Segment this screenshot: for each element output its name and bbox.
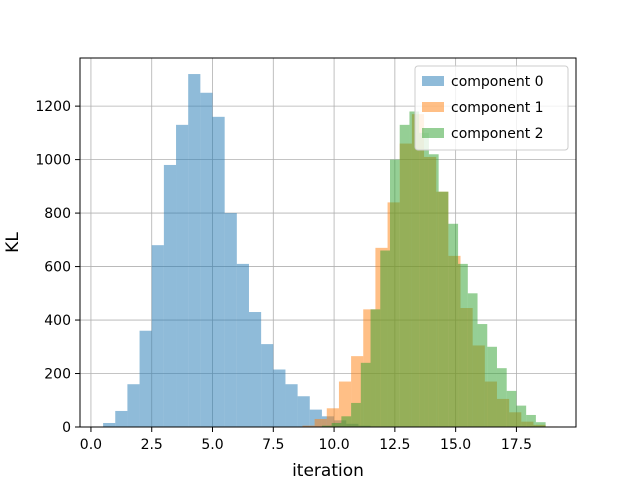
histogram-bar	[516, 405, 527, 427]
y-tick-label: 1000	[35, 153, 71, 169]
x-axis-title: iteration	[292, 461, 364, 480]
x-tick-label: 17.5	[501, 437, 532, 453]
histogram-bars	[103, 74, 558, 428]
y-tick-label: 0	[62, 420, 71, 436]
y-tick-label: 400	[44, 313, 71, 329]
legend-swatch	[422, 76, 444, 86]
histogram-bar	[326, 408, 339, 427]
histogram-bar	[380, 250, 390, 427]
y-tick-label: 800	[44, 206, 71, 222]
histogram-bar	[496, 368, 507, 427]
histogram-bar	[321, 425, 332, 427]
x-tick-label: 10.0	[318, 437, 349, 453]
y-tick-label: 200	[44, 367, 71, 383]
histogram-bar	[236, 263, 249, 427]
histogram-bar	[506, 390, 517, 427]
histogram-bar	[163, 164, 177, 427]
legend-swatch	[422, 128, 444, 138]
histogram-bar	[477, 324, 488, 427]
histogram-bar	[419, 132, 429, 427]
histogram-bar	[261, 344, 274, 427]
y-tick-label: 1200	[35, 99, 71, 115]
histogram-bar	[338, 381, 352, 427]
histogram-bar	[438, 191, 449, 427]
histogram-bar	[428, 154, 439, 427]
x-axis-ticks: 0.0 2.5 5.0 7.5 10.0 12.5 15.0 17.5	[80, 427, 532, 453]
histogram-bar	[188, 74, 201, 427]
histogram-bar	[314, 418, 327, 427]
x-tick-label: 0.0	[80, 437, 102, 453]
x-tick-label: 7.5	[262, 437, 284, 453]
x-tick-label: 5.0	[201, 437, 223, 453]
histogram-bar	[535, 422, 546, 427]
histogram-bar	[467, 293, 478, 427]
legend-label: component 0	[451, 74, 544, 90]
plot-frame	[79, 57, 577, 428]
legend-label: component 1	[451, 100, 544, 116]
y-axis-title: KL	[3, 232, 23, 253]
histogram-bar	[297, 396, 310, 427]
histogram-bar	[448, 223, 459, 427]
x-tick-label: 15.0	[440, 437, 471, 453]
histogram-bar	[224, 213, 237, 427]
legend-label: component 2	[451, 126, 544, 142]
legend: component 0 component 1 component 2	[414, 65, 569, 151]
histogram-bar	[331, 422, 342, 427]
legend-box	[414, 65, 569, 151]
histogram-bar	[127, 384, 140, 427]
histogram-bar	[212, 116, 225, 428]
histogram-bar	[115, 410, 128, 427]
legend-swatch	[422, 102, 444, 112]
histogram-bar	[139, 330, 152, 427]
histogram-bar	[360, 362, 371, 427]
histogram-bar	[200, 92, 213, 428]
histogram-bar	[273, 369, 286, 427]
x-tick-label: 2.5	[141, 437, 163, 453]
histogram-bar	[248, 312, 262, 427]
histogram-bar	[341, 416, 352, 427]
histogram-bar	[176, 124, 189, 427]
histogram-bar	[302, 425, 315, 427]
histogram-bar	[370, 309, 381, 427]
x-tick-label: 12.5	[379, 437, 410, 453]
histogram-bar	[399, 124, 410, 427]
histogram-bar	[151, 245, 164, 427]
y-tick-label: 600	[44, 260, 71, 276]
y-axis-ticks: 0 200 400 600 800 1000 1200	[35, 99, 80, 436]
histogram-bar	[487, 346, 497, 427]
histogram-bar	[103, 422, 116, 427]
series-2-bars	[321, 111, 546, 427]
histogram-bar	[526, 414, 536, 427]
histogram-bar	[285, 384, 298, 427]
histogram-bar	[351, 402, 361, 427]
histogram-bar	[390, 159, 400, 427]
histogram-bar	[409, 111, 420, 427]
histogram-bar	[458, 263, 468, 427]
